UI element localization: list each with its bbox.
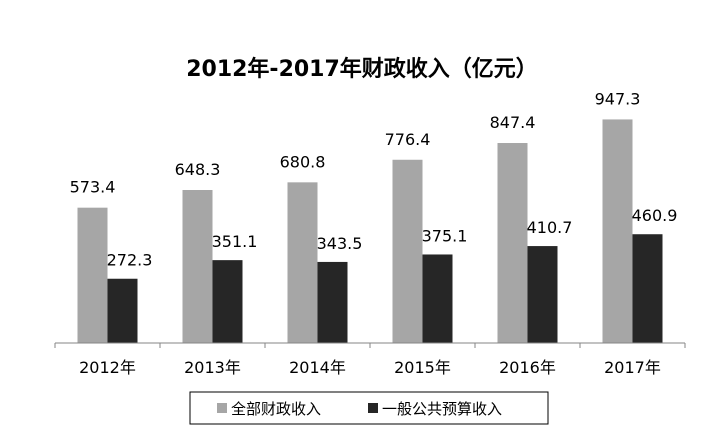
bar-total (182, 190, 213, 343)
data-label: 776.4 (385, 130, 431, 149)
bar-budget (632, 234, 663, 343)
bar-total (77, 207, 108, 343)
data-label: 343.5 (317, 234, 363, 253)
bar-total (497, 143, 528, 343)
data-label: 947.3 (595, 89, 641, 108)
data-label: 680.8 (280, 152, 326, 171)
legend-swatch-budget (368, 403, 378, 413)
x-tick-label: 2012年 (79, 358, 136, 377)
x-tick-label: 2015年 (394, 358, 451, 377)
bar-budget (527, 246, 558, 343)
data-label: 410.7 (527, 218, 573, 237)
x-tick-label: 2013年 (184, 358, 241, 377)
data-label: 573.4 (70, 178, 116, 197)
data-label: 351.1 (212, 232, 258, 251)
legend-label-total: 全部财政收入 (231, 400, 321, 418)
data-label: 272.3 (107, 251, 153, 270)
legend-swatch-total (217, 403, 227, 413)
data-label: 375.1 (422, 226, 468, 245)
bar-budget (422, 254, 453, 343)
chart-title: 2012年-2017年财政收入（亿元） (186, 56, 538, 82)
x-tick-label: 2016年 (499, 358, 556, 377)
x-tick-label: 2014年 (289, 358, 346, 377)
bar-total (602, 119, 633, 344)
bar-budget (212, 260, 243, 343)
data-label: 847.4 (490, 113, 536, 132)
data-label: 648.3 (175, 160, 221, 179)
data-label: 460.9 (632, 206, 678, 225)
bar-total (287, 182, 318, 343)
legend-label-budget: 一般公共预算收入 (382, 400, 502, 418)
bar-total (392, 159, 423, 343)
bar-budget (107, 278, 138, 343)
x-tick-label: 2017年 (604, 358, 661, 377)
bar-budget (317, 261, 348, 343)
